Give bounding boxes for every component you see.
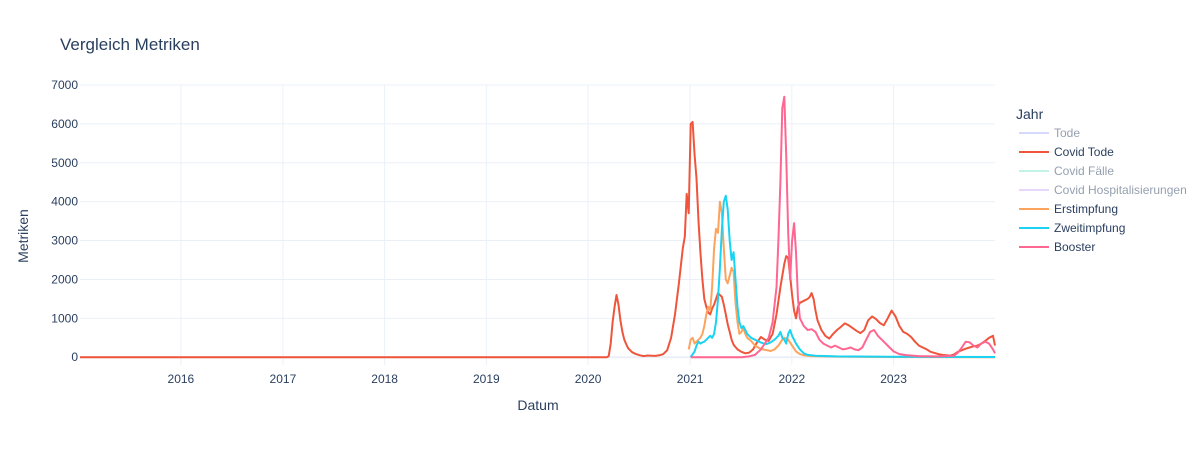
y-tick-label: 6000 (51, 117, 78, 131)
series-line-5 (689, 194, 996, 358)
legend-item-5[interactable]: Zweitimpfung (1019, 221, 1125, 235)
legend-item-0[interactable]: Tode (1019, 126, 1080, 140)
legend-item-4[interactable]: Erstimpfung (1019, 202, 1118, 216)
series-line-1 (80, 120, 996, 359)
y-tick-label: 3000 (51, 234, 78, 248)
x-tick-label: 2022 (778, 372, 805, 386)
y-tick-label: 5000 (51, 156, 78, 170)
legend-label: Booster (1054, 240, 1095, 254)
legend-item-2[interactable]: Covid Fälle (1019, 164, 1114, 178)
legend: Jahr Tode Covid Tode Covid Fälle Covid Hosp… (1016, 106, 1187, 254)
legend-label: Tode (1054, 126, 1080, 140)
x-tick-label: 2018 (371, 372, 398, 386)
x-tick-label: 2019 (473, 372, 500, 386)
chart-title: Vergleich Metriken (60, 35, 200, 54)
legend-item-3[interactable]: Covid Hospitalisierungen (1019, 183, 1187, 197)
series-layer (80, 95, 996, 359)
y-tick-label: 1000 (51, 311, 78, 325)
x-axis-title: Datum (517, 397, 558, 413)
legend-label: Covid Hospitalisierungen (1054, 183, 1187, 197)
series-line-6 (690, 95, 996, 359)
x-tick-label: 2016 (168, 372, 195, 386)
y-axis-title: Metriken (15, 209, 31, 263)
y-tick-label: 4000 (51, 195, 78, 209)
y-tick-label: 2000 (51, 272, 78, 286)
legend-label: Covid Tode (1054, 145, 1114, 159)
x-tick-label: 2021 (677, 372, 704, 386)
x-axis-ticks: 2016 2017 2018 2019 2020 2021 2022 2023 (168, 372, 908, 386)
grid-layer (80, 84, 995, 365)
legend-label: Covid Fälle (1054, 164, 1114, 178)
y-axis-ticks: 0 1000 2000 3000 4000 5000 6000 7000 (51, 78, 78, 364)
y-tick-label: 7000 (51, 78, 78, 92)
legend-item-6[interactable]: Booster (1019, 240, 1095, 254)
x-tick-label: 2017 (270, 372, 297, 386)
legend-item-1[interactable]: Covid Tode (1019, 145, 1114, 159)
legend-label: Zweitimpfung (1054, 221, 1125, 235)
x-tick-label: 2023 (880, 372, 907, 386)
x-tick-label: 2020 (575, 372, 602, 386)
y-tick-label: 0 (71, 350, 78, 364)
legend-title: Jahr (1016, 106, 1044, 122)
legend-label: Erstimpfung (1054, 202, 1118, 216)
